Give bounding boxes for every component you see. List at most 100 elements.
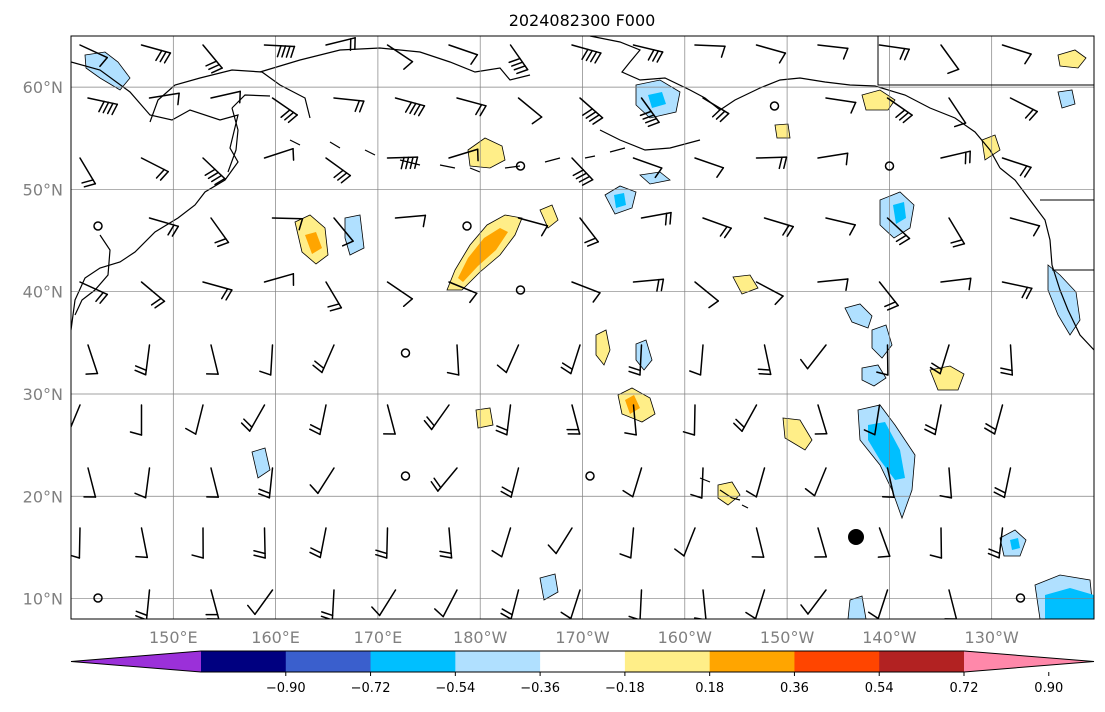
wind-barb: [202, 157, 226, 186]
wind-barb: [508, 44, 529, 75]
wind-barb: [83, 467, 97, 498]
gridlines: [71, 36, 1094, 619]
lon-label: 150°E: [149, 628, 198, 647]
wind-barb: [312, 344, 335, 374]
wind-barb: [817, 44, 849, 60]
lat-label: 30°N: [23, 385, 63, 404]
calm-marker: [848, 529, 864, 545]
wind-barb: [1001, 44, 1032, 65]
north-america-coastline: [999, 167, 1094, 351]
positive-anomaly-region: [1057, 49, 1087, 69]
wind-barb: [210, 90, 242, 104]
wind-barb: [71, 404, 81, 429]
wind-barb: [79, 281, 109, 304]
wind-barb: [500, 589, 520, 619]
wind-barb: [940, 277, 972, 291]
wind-barb: [202, 44, 223, 74]
negative-anomaly-region: [251, 447, 271, 479]
positive-anomaly-region: [467, 137, 506, 169]
wind-barb: [799, 344, 827, 370]
lon-label: 170°W: [555, 628, 610, 647]
positive-anomaly-region: [782, 417, 813, 451]
wind-barb: [140, 44, 172, 64]
wind-barb: [571, 44, 602, 64]
wind-barb: [515, 285, 526, 295]
wind-barb: [448, 148, 479, 162]
wind-barb: [690, 467, 704, 499]
wind-barb: [202, 281, 233, 301]
wind-barb: [867, 589, 889, 619]
wind-barb: [394, 214, 427, 228]
wind-barb: [135, 589, 151, 619]
lat-label: 10°N: [23, 590, 63, 609]
wind-barb: [622, 467, 643, 498]
wind-barb: [263, 44, 296, 59]
wind-barb: [763, 217, 794, 238]
wind-barb: [386, 44, 414, 70]
colorbar-tick-label: −0.72: [351, 681, 391, 696]
wind-barb: [560, 344, 581, 375]
wind-barb: [495, 404, 512, 436]
lon-label: 160°E: [251, 628, 300, 647]
colorbar-segment: [285, 651, 372, 672]
wind-barb: [448, 44, 479, 65]
lat-label: 20°N: [23, 487, 63, 506]
wind-barb: [439, 527, 453, 559]
wind-barb: [939, 467, 953, 499]
wind-barb: [325, 37, 356, 52]
lat-label: 40°N: [23, 283, 63, 302]
colorbar-outline: [70, 650, 1095, 673]
wind-barb: [325, 157, 352, 184]
wind-barb: [733, 404, 758, 433]
lon-label: 180°W: [453, 628, 508, 647]
wind-barb: [206, 467, 220, 498]
wind-barb: [702, 97, 730, 123]
colorbar-segment: [624, 651, 711, 672]
wind-barb: [400, 348, 411, 358]
positive-anomaly-region: [732, 274, 759, 295]
wind-barb: [515, 161, 526, 171]
wind-barb: [878, 44, 910, 61]
wind-barb: [929, 527, 943, 559]
colorbar-tick-label: 0.72: [950, 681, 979, 696]
negative-anomaly-region: [844, 303, 873, 329]
wind-barb: [571, 281, 601, 303]
wind-barb: [745, 589, 766, 619]
wind-barb: [309, 467, 335, 495]
wind-barb: [571, 157, 594, 186]
aleutian-islands: [289, 139, 626, 173]
positive-anomaly-core: [625, 395, 640, 414]
wind-barb: [500, 467, 520, 498]
wind-barb: [400, 471, 411, 481]
wind-barb: [624, 404, 637, 436]
lon-label: 170°E: [354, 628, 403, 647]
wind-barb: [632, 157, 663, 179]
wind-barb: [446, 344, 460, 376]
colorbar-tick-label: 0.18: [695, 681, 724, 696]
wind-barb: [987, 527, 1004, 559]
wind-barb: [881, 467, 895, 499]
negative-anomaly-core: [893, 202, 906, 224]
wind-barb: [394, 97, 426, 117]
wind-barb: [877, 527, 891, 558]
wind-barb: [129, 404, 143, 436]
wind-barb: [462, 221, 472, 231]
positive-anomaly-region: [595, 329, 611, 366]
negative-anomaly-core: [868, 422, 905, 480]
colorbar-tick-label: −0.54: [435, 681, 475, 696]
wind-barb: [924, 404, 942, 436]
wind-barb: [517, 97, 543, 125]
wind-barb: [694, 157, 725, 178]
wind-barb: [382, 404, 396, 435]
wind-barb: [757, 344, 772, 376]
wind-barb: [682, 404, 696, 436]
wind-barb: [702, 217, 732, 239]
wind-barb: [619, 527, 635, 559]
negative-anomaly-region: [861, 364, 887, 387]
wind-barb: [263, 273, 295, 286]
wind-barb: [579, 217, 600, 247]
wind-barb: [87, 97, 119, 116]
lon-label: 150°W: [760, 628, 815, 647]
longitude-labels: 150°E 160°E 170°E 180°W 170°W 160°W 150°W 140°W…: [149, 628, 1019, 647]
wind-barb: [271, 217, 304, 231]
